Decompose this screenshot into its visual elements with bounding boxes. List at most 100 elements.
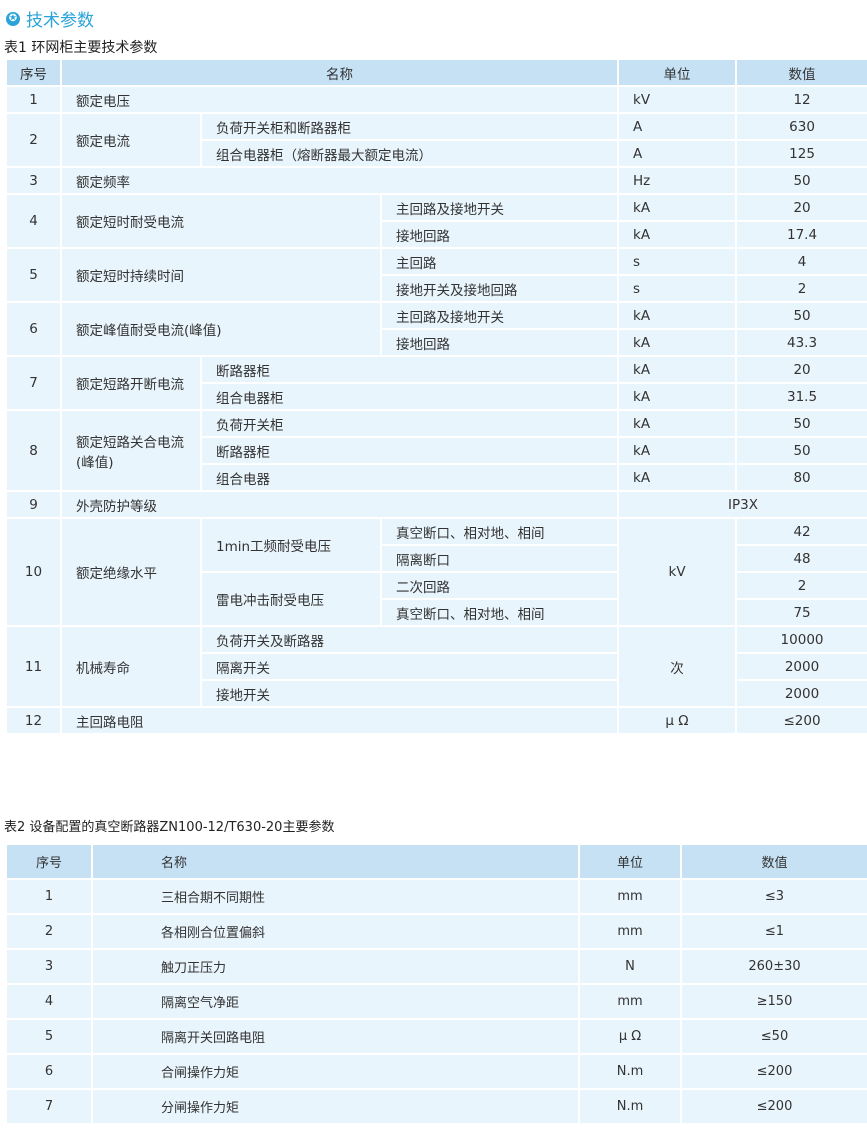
table-cell: 31.5 bbox=[735, 382, 867, 411]
table-row: 断路器柜 kA 50 bbox=[6, 436, 867, 465]
table-row: 12 主回路电阻 μ Ω ≤200 bbox=[5, 706, 867, 735]
table-cell: 额定频率 bbox=[59, 166, 620, 195]
table-row: 7 分闸操作力矩 N.m ≤200 bbox=[5, 1088, 867, 1125]
table-cell: 7 bbox=[5, 355, 62, 411]
table-cell: 接地开关及接地回路 bbox=[379, 274, 620, 303]
cell-name: 分闸操作力矩 bbox=[91, 1088, 580, 1125]
table-cell: 630 bbox=[735, 112, 867, 141]
table-row: 5 额定短时持续时间 主回路 s 4 bbox=[5, 247, 867, 303]
cell-name: 隔离空气净距 bbox=[91, 983, 580, 1020]
cell-unit: N.m bbox=[578, 1088, 682, 1125]
table-cell: 真空断口、相对地、相间 bbox=[379, 598, 620, 627]
table-cell: 额定电压 bbox=[59, 85, 620, 114]
cell-name: 隔离开关回路电阻 bbox=[91, 1018, 580, 1055]
cell-no: 3 bbox=[5, 948, 93, 985]
table-cell: 2000 bbox=[735, 652, 867, 681]
table-cell: 额定峰值耐受电流(峰值) bbox=[60, 301, 382, 357]
table-row: 组合电器柜 kA 31.5 bbox=[6, 382, 867, 411]
table-row: 接地开关 2000 bbox=[6, 679, 867, 708]
table-row: 组合电器柜（熔断器最大额定电流） A 125 bbox=[6, 139, 867, 168]
table-cell: 125 bbox=[735, 139, 867, 168]
table-cell: 43.3 bbox=[735, 328, 867, 357]
cell-value: ≤200 bbox=[680, 1053, 867, 1090]
table-cell: kA bbox=[617, 382, 738, 411]
table-cell: 雷电冲击耐受电压 bbox=[200, 571, 382, 627]
table-row: 隔离开关 2000 bbox=[6, 652, 867, 681]
table-cell: A bbox=[617, 112, 738, 141]
table-cell: 42 bbox=[735, 517, 867, 546]
section-title: ✪ 技术参数 bbox=[6, 6, 94, 31]
table-cell: kV bbox=[617, 85, 738, 114]
table-cell: 5 bbox=[5, 247, 62, 303]
table-row: 接地回路 kA 43.3 bbox=[6, 328, 867, 357]
table-cell: 50 bbox=[735, 166, 867, 195]
table-cell: 断路器柜 bbox=[199, 436, 620, 465]
table-cell: 接地回路 bbox=[379, 220, 620, 249]
cell-no: 5 bbox=[5, 1018, 93, 1055]
table-cell: 额定短路关合电流(峰值) bbox=[60, 409, 202, 492]
table-cell: 隔离开关 bbox=[199, 652, 620, 681]
table-cell: 主回路及接地开关 bbox=[379, 301, 620, 330]
table-cell: 50 bbox=[735, 436, 867, 465]
cell-no: 4 bbox=[5, 983, 93, 1020]
table-cell: 12 bbox=[5, 706, 62, 735]
table-cell: 主回路 bbox=[379, 247, 620, 276]
table-cell: 20 bbox=[735, 193, 867, 222]
table-cell: 额定绝缘水平 bbox=[60, 517, 202, 627]
table-row: 4 额定短时耐受电流 主回路及接地开关 kA 20 bbox=[5, 193, 867, 249]
table-row: 1 额定电压 kV 12 bbox=[5, 85, 867, 114]
table-cell: 20 bbox=[735, 355, 867, 384]
table-row: 5 隔离开关回路电阻 μ Ω ≤50 bbox=[5, 1018, 867, 1055]
table-row: 6 合闸操作力矩 N.m ≤200 bbox=[5, 1053, 867, 1090]
table-cell: 外壳防护等级 bbox=[59, 490, 620, 519]
table-cell: 接地开关 bbox=[199, 679, 620, 708]
table-cell: Hz bbox=[617, 166, 738, 195]
table-cell: kV bbox=[617, 517, 738, 627]
table-cell: 额定短路开断电流 bbox=[60, 355, 202, 411]
table1-caption: 表1 环网柜主要技术参数 bbox=[4, 40, 158, 56]
table-cell: 4 bbox=[735, 247, 867, 276]
table-cell: 1min工频耐受电压 bbox=[200, 517, 382, 573]
cell-value: ≤3 bbox=[680, 878, 867, 915]
cell-value: ≤1 bbox=[680, 913, 867, 950]
table-row: 真空断口、相对地、相间 75 bbox=[6, 598, 867, 627]
table-cell: 2 bbox=[735, 274, 867, 303]
table-cell: 接地回路 bbox=[379, 328, 620, 357]
table-cell: 额定短时持续时间 bbox=[60, 247, 382, 303]
table-cell: 3 bbox=[5, 166, 62, 195]
table-row: 接地回路 kA 17.4 bbox=[6, 220, 867, 249]
table-cell: 负荷开关柜和断路器柜 bbox=[199, 112, 620, 141]
table-cell: 6 bbox=[5, 301, 62, 357]
cell-no: 6 bbox=[5, 1053, 93, 1090]
table-cell: 断路器柜 bbox=[199, 355, 620, 384]
cell-unit: N bbox=[578, 948, 682, 985]
table-cell: kA bbox=[617, 355, 738, 384]
table-cell: 50 bbox=[735, 301, 867, 330]
table-cell: kA bbox=[617, 463, 738, 492]
table-cell: 10 bbox=[5, 517, 62, 627]
table2: 序号 名称 单位 数值 1 三相合期不同期性 mm ≤3 2 各相刚合位置偏斜 mm ≤1 3 触刀正压… bbox=[5, 843, 867, 1125]
table-cell: kA bbox=[617, 436, 738, 465]
table-cell: kA bbox=[617, 301, 738, 330]
table-row: 4 隔离空气净距 mm ≥150 bbox=[5, 983, 867, 1020]
table-cell: 组合电器 bbox=[199, 463, 620, 492]
table-cell: 次 bbox=[617, 625, 738, 708]
table-cell: 80 bbox=[735, 463, 867, 492]
table-cell: 机械寿命 bbox=[60, 625, 202, 708]
table-row: 2 额定电流 负荷开关柜和断路器柜 A 630 bbox=[5, 112, 867, 168]
table-cell: kA bbox=[617, 409, 738, 438]
table-cell: 12 bbox=[735, 85, 867, 114]
table1: 序号 名称 单位 数值 1 额定电压 kV 12 2 额定电流 负荷开关柜和断路器柜 A 630 组… bbox=[5, 58, 867, 735]
table-cell: 2000 bbox=[735, 679, 867, 708]
cell-unit: μ Ω bbox=[578, 1018, 682, 1055]
cell-name: 三相合期不同期性 bbox=[91, 878, 580, 915]
table-cell: 额定短时耐受电流 bbox=[60, 193, 382, 249]
table-cell: s bbox=[617, 247, 738, 276]
table-cell: 额定电流 bbox=[60, 112, 202, 168]
cell-name: 各相刚合位置偏斜 bbox=[91, 913, 580, 950]
table-row: 11 机械寿命 负荷开关及断路器次 10000 bbox=[5, 625, 867, 708]
table-cell: 2 bbox=[5, 112, 62, 168]
table-row: 组合电器 kA 80 bbox=[6, 463, 867, 492]
table-cell: IP3X bbox=[617, 490, 867, 519]
table-cell: 1 bbox=[5, 85, 62, 114]
